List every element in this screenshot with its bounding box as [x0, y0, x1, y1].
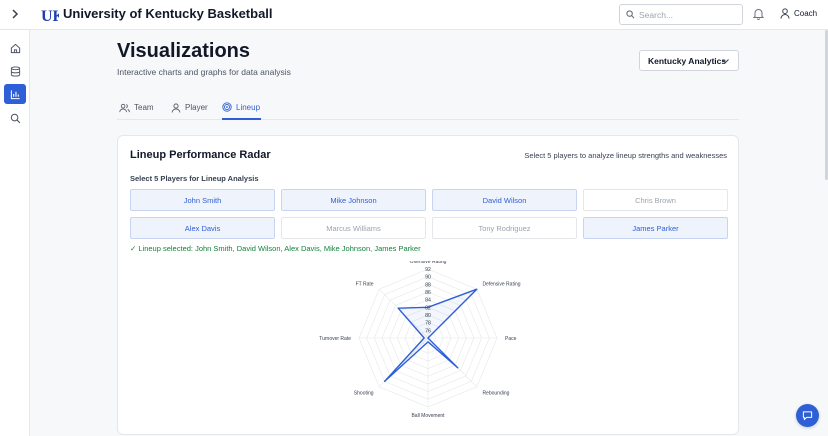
- lineup-selected-message: ✓ Lineup selected: John Smith, David Wil…: [130, 244, 421, 253]
- user-icon: [171, 102, 181, 113]
- player-button[interactable]: Alex Davis: [130, 217, 275, 239]
- tab-team[interactable]: Team: [119, 96, 154, 119]
- radar-tick-label: 78: [425, 321, 431, 327]
- search-input[interactable]: [639, 7, 739, 22]
- radar-tick-label: 76: [425, 328, 431, 334]
- player-button[interactable]: Tony Rodriguez: [432, 217, 577, 239]
- page-scrollbar[interactable]: [825, 30, 828, 180]
- app-title: University of Kentucky Basketball: [63, 6, 273, 21]
- radar-tick-label: 84: [425, 298, 431, 304]
- tab-player[interactable]: Player: [171, 96, 208, 119]
- card-title: Lineup Performance Radar: [130, 149, 271, 161]
- target-icon: [222, 102, 232, 112]
- lineup-radar-chart: Offensive Rating Defensive Rating Pace Rebo…: [319, 261, 521, 419]
- visualization-tabs: Team Player Lineup: [117, 96, 739, 120]
- radar-tick-label: 92: [425, 267, 431, 273]
- user-label: Coach: [794, 9, 818, 18]
- database-nav-item[interactable]: [4, 61, 26, 81]
- radar-tick-label: 80: [425, 313, 431, 319]
- users-icon: [119, 103, 130, 112]
- player-button[interactable]: James Parker: [583, 217, 728, 239]
- magnifier-icon: [10, 113, 20, 123]
- top-bar: UK University of Kentucky Basketball Coa…: [0, 0, 828, 30]
- search-icon: [626, 10, 635, 19]
- chevron-down-icon: [722, 59, 729, 64]
- visualizations-nav-item[interactable]: [4, 84, 26, 104]
- tab-player-label: Player: [185, 103, 208, 112]
- bell-icon[interactable]: [753, 8, 764, 20]
- chat-icon: [802, 411, 813, 421]
- radar-tick-label: 82: [425, 305, 431, 311]
- chat-button[interactable]: [796, 404, 819, 427]
- page-title: Visualizations: [117, 40, 251, 62]
- radar-axis-label: Defensive Rating: [482, 282, 520, 288]
- svg-text:UK: UK: [41, 8, 59, 24]
- card-hint: Select 5 players to analyze lineup stren…: [524, 151, 727, 160]
- radar-axis-label: Shooting: [354, 390, 374, 396]
- radar-axis-label: Ball Movement: [411, 413, 445, 419]
- database-icon: [10, 65, 20, 77]
- tab-lineup-label: Lineup: [236, 102, 261, 112]
- expand-sidebar-icon[interactable]: [8, 7, 22, 21]
- bar-chart-icon: [10, 89, 20, 99]
- radar-axis-label: Rebounding: [482, 390, 509, 396]
- radar-tick-label: 88: [425, 282, 431, 288]
- org-select[interactable]: Kentucky Analytics: [639, 50, 739, 71]
- tab-lineup[interactable]: Lineup: [222, 96, 261, 120]
- player-button[interactable]: Marcus Williams: [281, 217, 426, 239]
- user-icon: [780, 8, 790, 19]
- tab-team-label: Team: [134, 103, 154, 112]
- lineup-radar-card: Lineup Performance Radar Select 5 player…: [117, 135, 739, 435]
- home-icon: [10, 43, 20, 53]
- page-subtitle: Interactive charts and graphs for data a…: [117, 67, 291, 77]
- radar-tick-label: 90: [425, 275, 431, 281]
- player-button[interactable]: David Wilson: [432, 189, 577, 211]
- uk-logo-icon: UK: [41, 8, 59, 24]
- radar-axis-label: Turnover Rate: [319, 336, 351, 342]
- player-select-label: Select 5 Players for Lineup Analysis: [130, 174, 259, 183]
- radar-axis-label: Offensive Rating: [410, 261, 447, 265]
- user-menu[interactable]: Coach: [780, 8, 817, 19]
- player-button[interactable]: Chris Brown: [583, 189, 728, 211]
- player-button[interactable]: John Smith: [130, 189, 275, 211]
- radar-tick-label: 86: [425, 290, 431, 296]
- home-nav-item[interactable]: [4, 38, 26, 58]
- radar-series-line: [383, 288, 478, 383]
- radar-axis-label: Pace: [505, 336, 517, 342]
- org-select-value: Kentucky Analytics: [648, 55, 727, 66]
- search-box[interactable]: [619, 4, 743, 25]
- side-rail: [0, 30, 30, 436]
- radar-axis-label: FT Rate: [356, 282, 374, 288]
- player-button[interactable]: Mike Johnson: [281, 189, 426, 211]
- search-nav-item[interactable]: [4, 108, 26, 128]
